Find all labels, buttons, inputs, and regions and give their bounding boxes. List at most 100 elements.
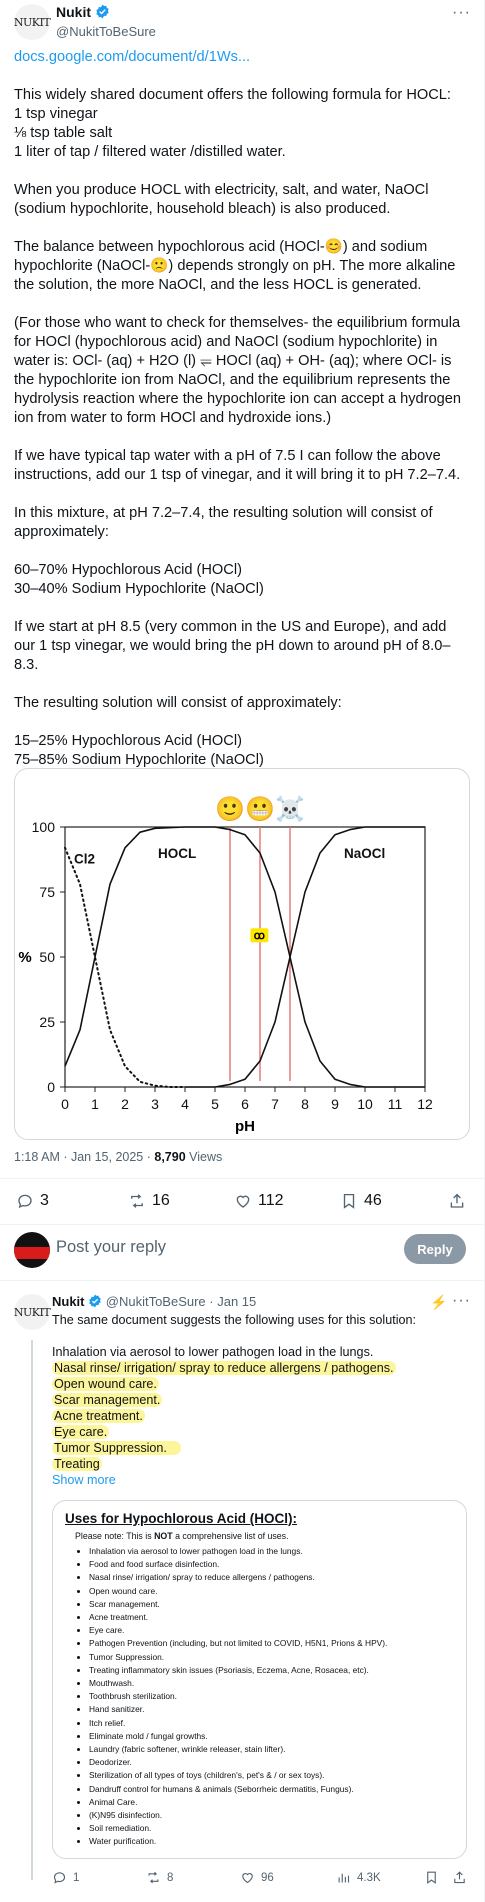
uses-list-item: Scar management.	[89, 1598, 387, 1611]
uses-list-item: Treating inflammatory skin issues (Psori…	[89, 1664, 387, 1677]
uses-list-item: Eye care.	[89, 1624, 387, 1637]
avatar-stripe	[14, 1247, 50, 1259]
x-tick-label: 8	[301, 1096, 309, 1112]
reply-line: Nasal rinse/ irrigation/ spray to reduce…	[52, 1360, 396, 1376]
reply-action[interactable]: 1	[52, 1870, 79, 1885]
like-action[interactable]: 112	[234, 1192, 284, 1210]
like-action[interactable]: 96	[240, 1870, 274, 1885]
y-axis-label: %	[18, 949, 31, 966]
paragraph: 15–25% Hypochlorous Acid (HOCl) 75–85% S…	[14, 733, 264, 768]
reply-date[interactable]: · Jan 15	[209, 1294, 257, 1309]
note-prefix: Please note: This is	[75, 1531, 155, 1541]
x-tick-label: 5	[211, 1096, 219, 1112]
reply-line-text: Open wound care.	[52, 1377, 159, 1391]
uses-list-item: Animal Care.	[89, 1796, 387, 1809]
share-action[interactable]	[448, 1192, 466, 1210]
note-bold: NOT	[154, 1531, 173, 1541]
uses-list-item: Soil remediation.	[89, 1822, 387, 1835]
uses-list-item: Toothbrush sterilization.	[89, 1690, 387, 1703]
x-tick-label: 9	[331, 1096, 339, 1112]
reply-button[interactable]: Reply	[404, 1234, 466, 1264]
thread-connector	[31, 1340, 33, 1880]
emoji-marker: 😬	[245, 796, 275, 823]
uses-list-item: Hand sanitizer.	[89, 1703, 387, 1716]
marker-badge	[250, 928, 269, 943]
x-axis-label: pH	[235, 1118, 255, 1135]
uses-list-item: Dandruff control for humans & animals (S…	[89, 1783, 387, 1796]
reply-line: Acne treatment.	[52, 1408, 396, 1424]
uses-list-item: Water purification.	[89, 1835, 387, 1848]
repost-action[interactable]: 16	[128, 1192, 170, 1210]
more-options-icon[interactable]: ···	[452, 1292, 471, 1309]
reply-line-text: Nasal rinse/ irrigation/ spray to reduce…	[52, 1361, 396, 1375]
uses-list-item: Open wound care.	[89, 1585, 387, 1598]
paragraph: If we start at pH 8.5 (very common in th…	[14, 619, 451, 673]
reply-input[interactable]: Post your reply	[56, 1238, 167, 1256]
reply-lines: Inhalation via aerosol to lower pathogen…	[52, 1344, 396, 1488]
paragraph: The balance between hypochlorous acid (H…	[14, 239, 456, 293]
author-block: Nukit @NukitToBeSure	[56, 4, 156, 39]
repost-icon	[148, 1871, 159, 1884]
bookmark-action[interactable]	[424, 1870, 439, 1885]
plot-frame	[64, 826, 426, 1088]
avatar[interactable]: NUKIT	[14, 4, 51, 40]
uses-list-item: Inhalation via aerosol to lower pathogen…	[89, 1545, 387, 1558]
chart-image-card[interactable]: 🙂 😬 ☠️ ꝏ Cl2 HOCL NaOCl 0 1 2 3 4 5 6 7 8 9 10 11 12 0 25 50 75…	[14, 768, 470, 1140]
document-link[interactable]: docs.google.com/document/d/1Ws...	[14, 49, 251, 65]
x-tick-label: 11	[388, 1096, 403, 1112]
paragraph: In this mixture, at pH 7.2–7.4, the resu…	[14, 505, 433, 540]
uses-list-item: Acne treatment.	[89, 1611, 387, 1624]
marker-badge-text: ꝏ	[254, 930, 265, 942]
x-tick-label: 12	[417, 1096, 433, 1112]
reply-author-handle[interactable]: @NukitToBeSure	[105, 1294, 206, 1309]
bookmark-action[interactable]: 46	[340, 1192, 382, 1210]
y-tick-label: 25	[39, 1014, 55, 1030]
reply-line-text: Tumor Suppression.	[52, 1441, 181, 1455]
uses-list-item: Tumor Suppression.	[89, 1651, 387, 1664]
series-line-naocl	[185, 826, 425, 1088]
author-name[interactable]: Nukit	[56, 4, 91, 20]
views-action[interactable]: 4.3K	[336, 1870, 381, 1885]
bookmark-icon	[343, 1193, 355, 1209]
reply-action[interactable]: 3	[16, 1192, 49, 1210]
reply-intro: The same document suggests the following…	[52, 1313, 417, 1327]
x-tick-label: 1	[91, 1096, 99, 1112]
reply-line: Open wound care.	[52, 1376, 396, 1392]
current-user-avatar[interactable]	[14, 1232, 50, 1268]
verified-badge-icon	[95, 4, 110, 24]
show-more-link[interactable]: Show more	[52, 1473, 116, 1487]
share-icon	[454, 1871, 465, 1884]
author-handle[interactable]: @NukitToBeSure	[56, 24, 156, 39]
repost-count: 16	[152, 1192, 170, 1209]
uses-image-card[interactable]: Uses for Hypochlorous Acid (HOCl): Pleas…	[52, 1500, 467, 1859]
post-body: docs.google.com/document/d/1Ws... This w…	[14, 48, 470, 770]
repost-action[interactable]: 8	[146, 1870, 173, 1885]
share-action[interactable]	[452, 1870, 467, 1885]
more-options-icon[interactable]: ···	[452, 4, 471, 21]
heart-icon	[236, 1195, 250, 1208]
series-label: HOCL	[158, 846, 196, 861]
reply-line-text: Scar management.	[52, 1393, 163, 1407]
paragraph: (For those who want to check for themsel…	[14, 315, 461, 426]
reply-avatar[interactable]: NUKIT	[14, 1294, 51, 1330]
uses-list-item: Sterilization of all types of toys (chil…	[89, 1769, 387, 1782]
x-tick-label: 4	[181, 1096, 189, 1112]
uses-note: Please note: This is NOT a comprehensive…	[75, 1531, 289, 1541]
grok-icon[interactable]: ⚡	[430, 1294, 448, 1310]
repost-icon	[131, 1194, 143, 1208]
emoji-marker: 🙂	[215, 796, 245, 823]
series-line-cl2	[64, 846, 186, 1088]
reply-line: Tumor Suppression.	[52, 1440, 396, 1456]
post-time[interactable]: 1:18 AM · Jan 15, 2025 ·	[14, 1150, 155, 1164]
reply-line-text: Eye care.	[52, 1425, 110, 1439]
reply-line-text: Treating	[52, 1457, 102, 1471]
reply-icon	[53, 1872, 66, 1884]
paragraph: If we have typical tap water with a pH o…	[14, 448, 461, 483]
views-count: 4.3K	[357, 1871, 381, 1884]
uses-title: Uses for Hypochlorous Acid (HOCl):	[65, 1511, 298, 1526]
reply-author-name[interactable]: Nukit	[52, 1294, 85, 1309]
views-label: Views	[185, 1150, 223, 1164]
uses-list-item: Nasal rinse/ irrigation/ spray to reduce…	[89, 1571, 387, 1584]
reply-icon	[18, 1194, 32, 1209]
